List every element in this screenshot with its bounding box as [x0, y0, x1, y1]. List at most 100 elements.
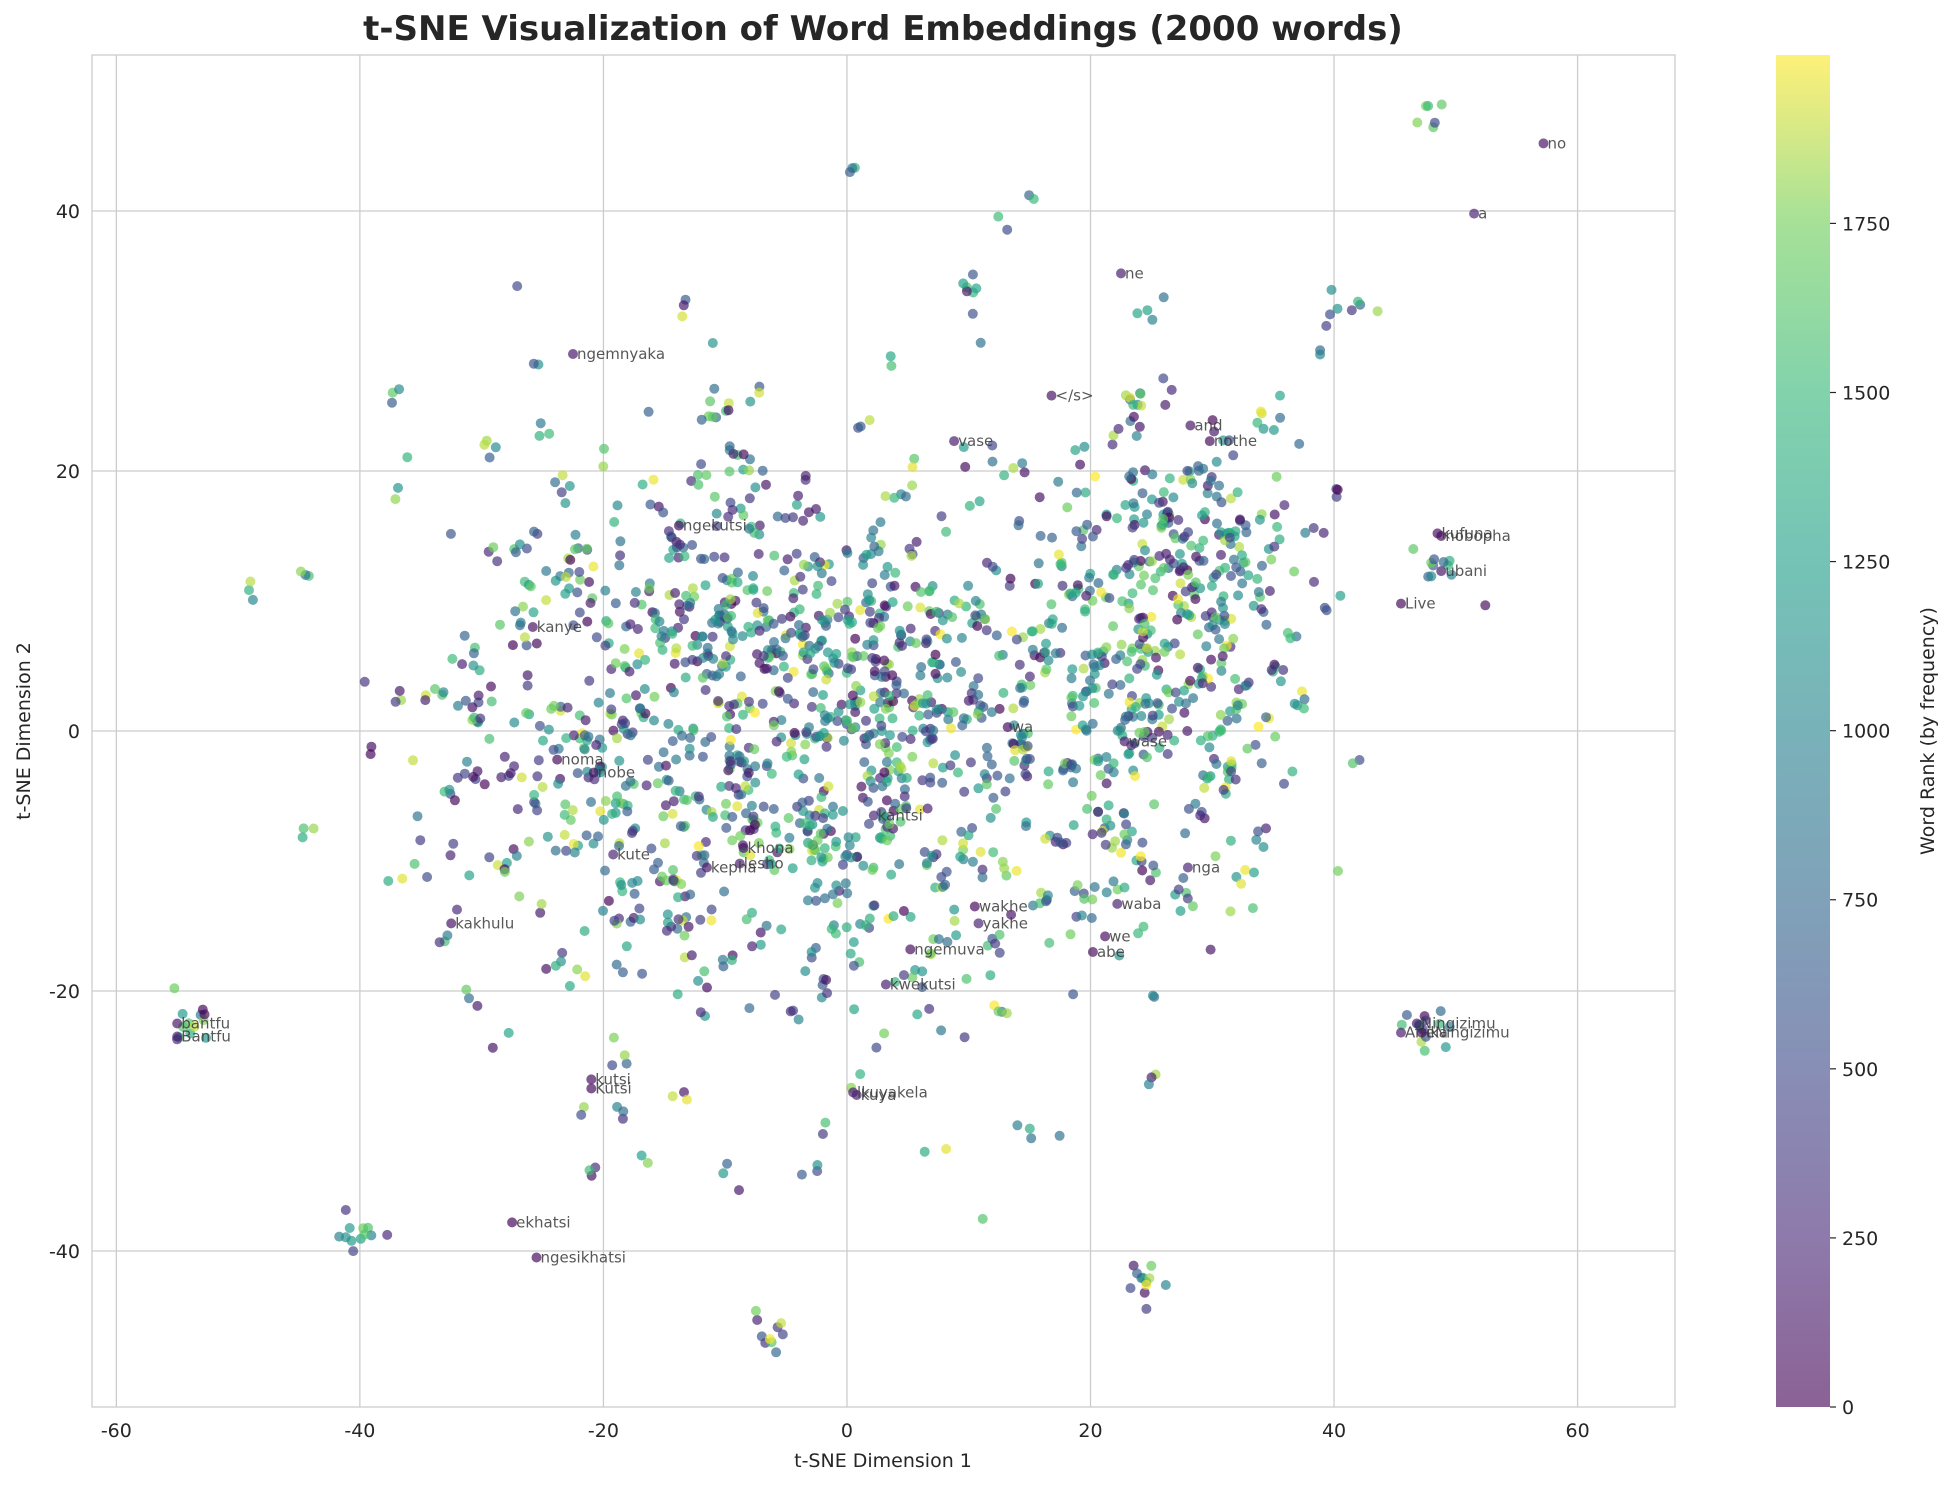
scatter-point — [771, 1347, 782, 1358]
scatter-point — [1077, 533, 1088, 544]
scatter-point — [706, 904, 717, 915]
scatter-point — [1230, 774, 1241, 785]
scatter-point — [800, 966, 811, 977]
scatter-point — [726, 626, 737, 637]
scatter-point — [696, 414, 707, 425]
scatter-point — [717, 954, 728, 965]
colorbar-tick-label: 500 — [1842, 1059, 1878, 1081]
scatter-point — [842, 715, 853, 726]
scatter-point — [1117, 596, 1128, 607]
scatter-point — [749, 744, 760, 755]
scatter-point — [804, 722, 814, 733]
scatter-point — [523, 836, 534, 847]
scatter-point — [709, 491, 720, 502]
scatter-point — [1002, 224, 1013, 235]
scatter-point — [744, 465, 755, 476]
scatter-point — [541, 595, 552, 606]
scatter-point — [1332, 303, 1343, 314]
scatter-point — [561, 733, 572, 744]
scatter-point — [861, 715, 871, 726]
scatter-point — [512, 281, 523, 292]
scatter-point — [1436, 566, 1447, 577]
scatter-point — [953, 767, 963, 778]
scatter-point — [1011, 865, 1022, 876]
scatter-point — [1204, 742, 1215, 753]
scatter-point — [1175, 649, 1186, 660]
scatter-point — [844, 699, 855, 710]
scatter-point — [921, 698, 932, 709]
scatter-point — [674, 599, 685, 610]
scatter-point — [1119, 829, 1130, 840]
scatter-point — [779, 565, 790, 576]
scatter-point — [1120, 711, 1131, 722]
scatter-point — [805, 648, 816, 659]
scatter-point — [841, 922, 852, 933]
scatter-point — [814, 773, 825, 783]
scatter-point — [928, 657, 939, 668]
scatter-point — [922, 690, 933, 701]
colorbar-tick-label: 1500 — [1842, 382, 1890, 404]
scatter-point — [796, 1169, 807, 1180]
word-label: ne — [1125, 264, 1144, 282]
scatter-point — [1261, 619, 1272, 630]
scatter-point — [1412, 117, 1423, 128]
scatter-point — [1396, 1019, 1407, 1030]
scatter-point — [189, 1021, 200, 1032]
scatter-point — [1252, 573, 1263, 584]
scatter-point — [1082, 803, 1093, 814]
scatter-point — [603, 895, 614, 906]
scatter-point — [1169, 735, 1180, 746]
scatter-point — [901, 772, 912, 783]
scatter-point — [897, 731, 908, 742]
scatter-point — [1141, 1303, 1152, 1314]
scatter-point — [1204, 436, 1215, 447]
scatter-point — [943, 714, 954, 725]
scatter-point — [940, 879, 951, 890]
scatter-point — [977, 1213, 988, 1224]
scatter-point — [812, 878, 823, 888]
scatter-point — [878, 810, 889, 821]
scatter-point — [668, 796, 679, 807]
y-tick-label: -20 — [49, 981, 80, 1003]
scatter-point — [1128, 498, 1139, 509]
scatter-point — [557, 470, 568, 481]
scatter-point — [977, 872, 988, 883]
scatter-point — [1138, 517, 1149, 528]
scatter-point — [617, 1113, 628, 1124]
colorbar: 0 250 500 750 1000 1250 1500 1750 Word Rank (by… — [1776, 55, 1939, 1419]
scatter-point — [744, 523, 755, 534]
scatter-point — [899, 784, 910, 795]
scatter-point — [905, 623, 916, 634]
scatter-point — [926, 850, 937, 861]
scatter-point — [659, 838, 670, 849]
scatter-point — [1057, 622, 1068, 633]
scatter-point — [475, 713, 486, 724]
scatter-point — [894, 859, 905, 870]
scatter-point — [1093, 578, 1104, 588]
scatter-point — [994, 947, 1005, 958]
scatter-point — [1081, 590, 1092, 601]
scatter-point — [1234, 541, 1245, 552]
scatter-point — [559, 829, 570, 840]
scatter-point — [921, 634, 932, 645]
scatter-point — [1256, 604, 1267, 615]
scatter-point — [895, 816, 906, 827]
scatter-point — [1257, 560, 1267, 571]
scatter-point — [748, 584, 759, 595]
scatter-point — [776, 715, 787, 726]
scatter-point — [298, 823, 309, 834]
scatter-point — [584, 1165, 595, 1176]
scatter-point — [967, 269, 978, 280]
scatter-point — [697, 672, 708, 683]
scatter-point — [585, 598, 596, 608]
scatter-point — [348, 1246, 359, 1257]
scatter-point — [806, 855, 817, 866]
scatter-point — [864, 595, 875, 606]
scatter-point — [467, 702, 478, 713]
scatter-point — [662, 909, 673, 920]
scatter-point — [1182, 465, 1193, 476]
scatter-point — [1170, 687, 1181, 698]
scatter-point — [901, 803, 912, 814]
scatter-point — [632, 624, 643, 634]
scatter-point — [777, 1329, 788, 1340]
